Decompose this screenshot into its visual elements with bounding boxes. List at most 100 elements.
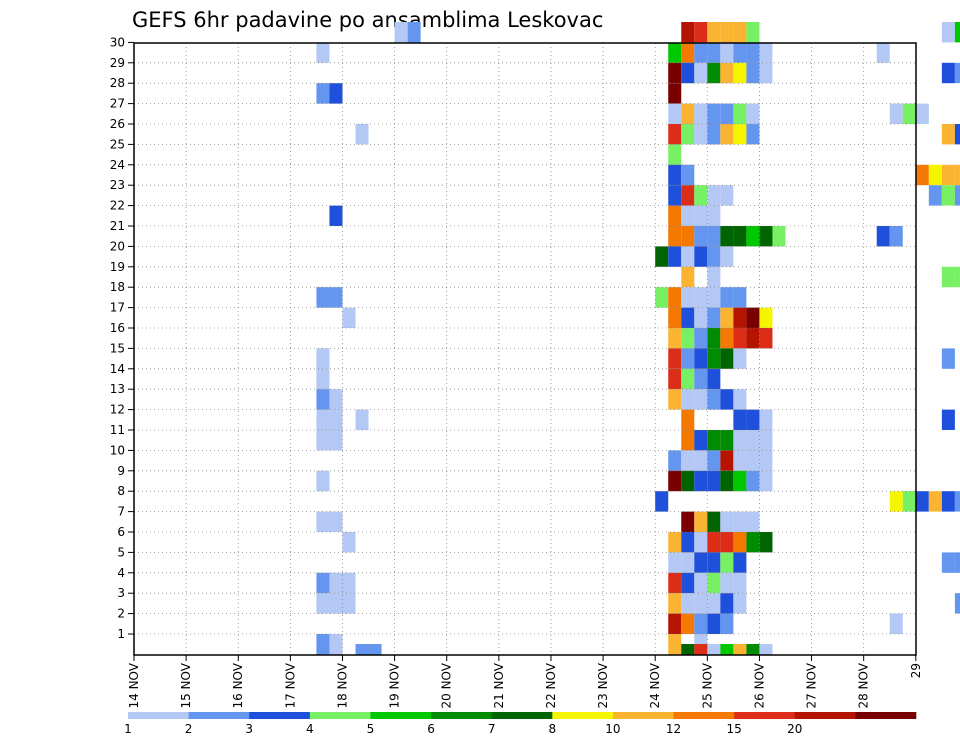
- heatmap-cell: [329, 593, 343, 614]
- heatmap-cell: [694, 572, 708, 594]
- x-tick-label: 29: [909, 663, 923, 678]
- heatmap-cell: [668, 226, 682, 247]
- heatmap-cell: [889, 613, 903, 634]
- heatmap-cell: [668, 328, 682, 349]
- heatmap-cell: [733, 328, 747, 349]
- heatmap-cell: [668, 185, 682, 206]
- heatmap-cell: [329, 287, 343, 308]
- heatmap-cell: [720, 430, 734, 451]
- heatmap-cell: [316, 83, 330, 104]
- heatmap-cell: [668, 287, 682, 308]
- heatmap-cell: [681, 287, 695, 308]
- y-tick-label: 16: [110, 321, 125, 335]
- heatmap-cell: [733, 552, 747, 573]
- legend-swatch: [673, 712, 735, 719]
- heatmap-cell: [694, 368, 708, 390]
- heatmap-cell: [355, 409, 369, 430]
- heatmap-cell: [915, 103, 929, 124]
- heatmap-cell: [668, 572, 682, 594]
- heatmap-cell: [342, 593, 356, 614]
- heatmap-cell: [681, 511, 695, 532]
- heatmap-cell: [329, 511, 343, 532]
- heatmap-cell: [329, 83, 343, 104]
- heatmap-cell: [941, 124, 955, 145]
- legend-swatch: [855, 712, 917, 719]
- heatmap-cell: [733, 103, 747, 124]
- heatmap-cell: [668, 83, 682, 104]
- heatmap-cell: [733, 450, 747, 471]
- heatmap-cell: [681, 532, 695, 553]
- heatmap-cell: [694, 185, 708, 206]
- legend-swatch: [188, 712, 250, 719]
- y-tick-label: 2: [117, 607, 125, 621]
- heatmap-cell: [941, 185, 955, 206]
- heatmap-cell: [681, 246, 695, 267]
- heatmap-cell: [681, 62, 695, 84]
- heatmap-cell: [746, 450, 760, 471]
- heatmap-cell: [694, 348, 708, 369]
- y-tick-label: 14: [110, 362, 125, 376]
- heatmap-cell: [316, 42, 330, 63]
- heatmap-cell: [759, 328, 773, 349]
- heatmap-cell: [733, 62, 747, 84]
- heatmap-cell: [707, 613, 721, 634]
- heatmap-cell: [707, 430, 721, 451]
- heatmap-cell: [954, 124, 960, 145]
- x-tick-label: 15 NOV: [179, 662, 193, 708]
- heatmap-cell: [694, 246, 708, 267]
- heatmap-cell: [707, 470, 721, 492]
- heatmap-cell: [342, 307, 356, 328]
- y-tick-label: 6: [117, 525, 125, 539]
- heatmap-cell: [889, 491, 903, 512]
- legend-label: 15: [727, 722, 742, 736]
- y-tick-label: 30: [110, 35, 125, 49]
- y-tick-label: 7: [117, 505, 125, 519]
- y-tick-label: 27: [110, 97, 125, 111]
- heatmap-cell: [694, 62, 708, 84]
- heatmap-cell: [720, 62, 734, 84]
- heatmap-cell: [681, 409, 695, 430]
- x-tick-label: 26 NOV: [752, 662, 766, 708]
- heatmap-cell: [707, 307, 721, 328]
- heatmap-cell: [668, 62, 682, 84]
- heatmap-cell: [681, 593, 695, 614]
- y-tick-label: 1: [117, 627, 125, 641]
- heatmap-cell: [668, 144, 682, 165]
- heatmap-cell: [733, 226, 747, 247]
- heatmap-cell: [681, 328, 695, 349]
- heatmap-cell: [720, 124, 734, 145]
- heatmap-cell: [720, 287, 734, 308]
- heatmap-cell: [681, 368, 695, 390]
- heatmap-cell: [733, 409, 747, 430]
- heatmap-cell: [694, 532, 708, 553]
- heatmap-cell: [720, 450, 734, 471]
- heatmap-cell: [342, 572, 356, 594]
- heatmap-cell: [668, 348, 682, 369]
- heatmap-cell: [759, 532, 773, 553]
- heatmap-cell: [941, 409, 955, 430]
- y-tick-label: 11: [110, 423, 125, 437]
- legend-swatch: [734, 712, 796, 719]
- heatmap-cell: [355, 644, 369, 655]
- y-tick-label: 15: [110, 341, 125, 355]
- heatmap-cell: [694, 42, 708, 63]
- heatmap-cell: [746, 532, 760, 553]
- heatmap-cell: [915, 164, 929, 186]
- heatmap-cell: [759, 226, 773, 247]
- heatmap-cell: [720, 470, 734, 492]
- x-tick-label: 16 NOV: [231, 662, 245, 708]
- heatmap-cell: [668, 593, 682, 614]
- heatmap-cell: [694, 103, 708, 124]
- heatmap-cell: [668, 164, 682, 186]
- heatmap-cell: [329, 409, 343, 430]
- heatmap-cell: [707, 226, 721, 247]
- y-tick-label: 28: [110, 76, 125, 90]
- heatmap-cell: [707, 511, 721, 532]
- y-tick-label: 21: [110, 219, 125, 233]
- heatmap-cell: [733, 644, 747, 655]
- legend-swatch: [612, 712, 674, 719]
- heatmap-cell: [668, 552, 682, 573]
- heatmap-cell: [941, 164, 955, 186]
- heatmap-cell: [733, 42, 747, 63]
